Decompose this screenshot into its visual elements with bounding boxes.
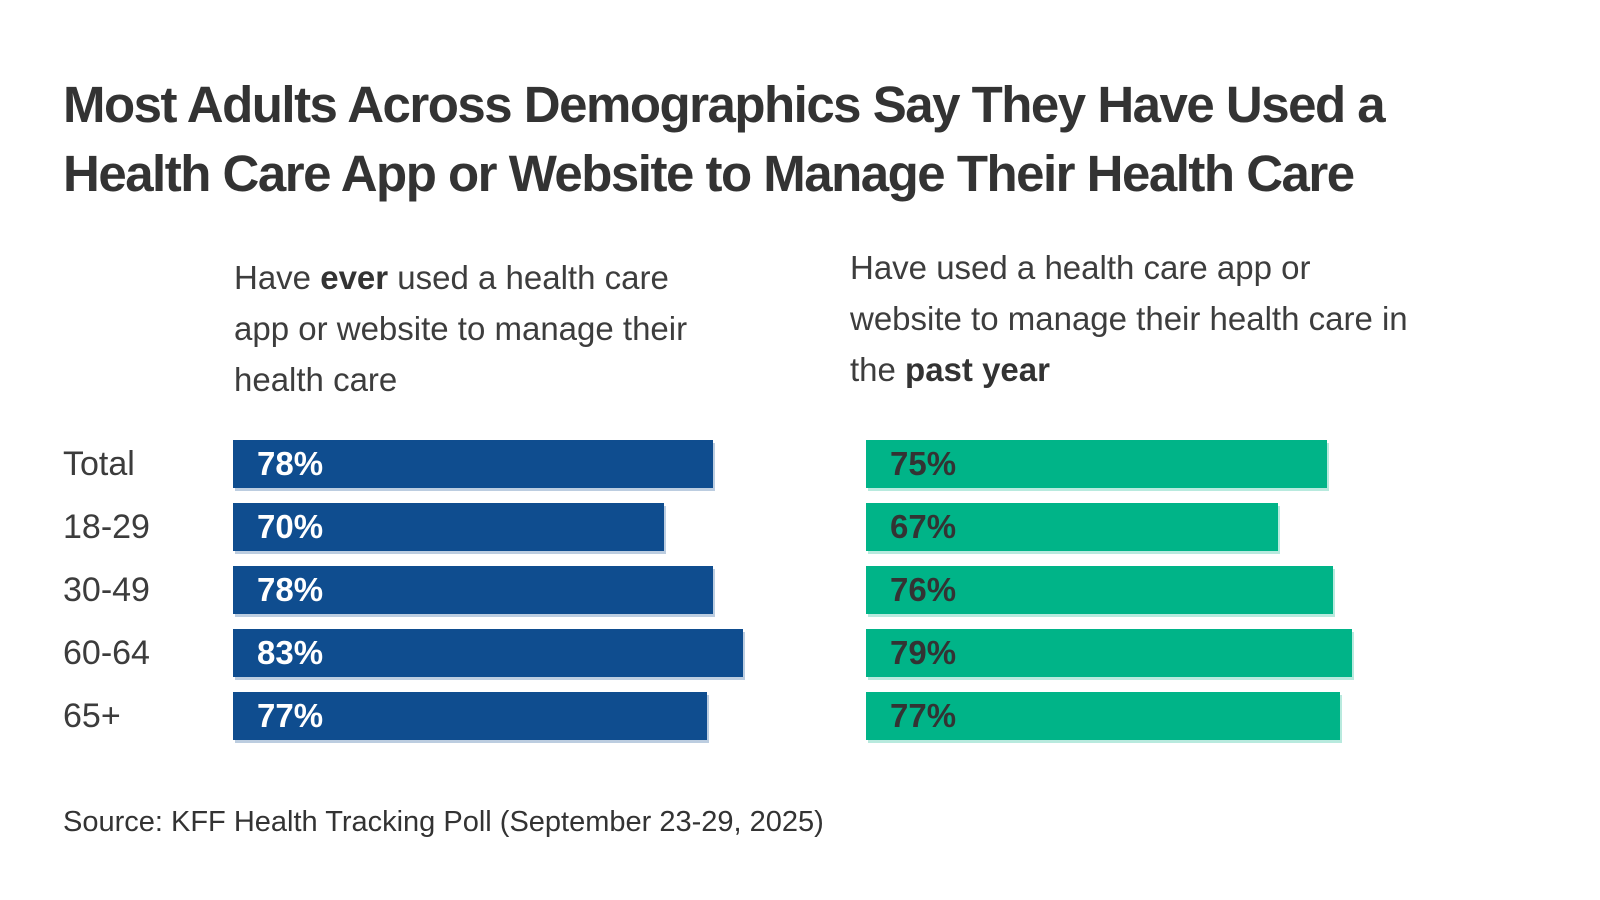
bar-value-label: 79% bbox=[890, 634, 957, 671]
bar-value-label: 75% bbox=[890, 445, 957, 482]
row-label: 65+ bbox=[63, 696, 121, 735]
column-header-past-year-bold: past year bbox=[905, 351, 1050, 388]
bar-value-label: 77% bbox=[257, 697, 324, 734]
column-header-ever-post: used a health care app or website to man… bbox=[234, 259, 688, 398]
column-header-ever: Have ever used a health care app or webs… bbox=[234, 252, 704, 405]
past-year-bar: 76% bbox=[866, 566, 1333, 614]
column-header-past-year: Have used a health care app or website t… bbox=[850, 242, 1410, 395]
page-title-line-2: Health Care App or Website to Manage The… bbox=[63, 145, 1355, 202]
chart-rows: Total 78% 75% 18-29 70% 67% 30-49 78% 76… bbox=[0, 440, 1600, 755]
bar-value-label: 76% bbox=[890, 571, 957, 608]
past-year-bar: 75% bbox=[866, 440, 1327, 488]
ever-bar: 78% bbox=[233, 440, 713, 488]
row-label: Total bbox=[63, 444, 135, 483]
ever-bar: 70% bbox=[233, 503, 664, 551]
chart-row: 30-49 78% 76% bbox=[0, 566, 1600, 614]
bar-value-label: 70% bbox=[257, 508, 324, 545]
bar-value-label: 67% bbox=[890, 508, 957, 545]
row-label: 30-49 bbox=[63, 570, 150, 609]
bar-value-label: 78% bbox=[257, 445, 324, 482]
chart-row: 60-64 83% 79% bbox=[0, 629, 1600, 677]
ever-bar: 83% bbox=[233, 629, 743, 677]
bar-value-label: 83% bbox=[257, 634, 324, 671]
bar-value-label: 77% bbox=[890, 697, 957, 734]
column-header-past-year-pre: Have used a health care app or website t… bbox=[850, 249, 1408, 388]
past-year-bar: 79% bbox=[866, 629, 1352, 677]
past-year-bar: 77% bbox=[866, 692, 1340, 740]
column-header-ever-pre: Have bbox=[234, 259, 321, 296]
chart-row: 18-29 70% 67% bbox=[0, 503, 1600, 551]
bar-value-label: 78% bbox=[257, 571, 324, 608]
chart-row: 65+ 77% 77% bbox=[0, 692, 1600, 740]
chart-row: Total 78% 75% bbox=[0, 440, 1600, 488]
page-title: Most Adults Across Demographics Say They… bbox=[63, 70, 1573, 208]
past-year-bar: 67% bbox=[866, 503, 1278, 551]
source-note: Source: KFF Health Tracking Poll (Septem… bbox=[63, 806, 824, 838]
row-label: 60-64 bbox=[63, 633, 150, 672]
row-label: 18-29 bbox=[63, 507, 150, 546]
ever-bar: 78% bbox=[233, 566, 713, 614]
page-title-line-1: Most Adults Across Demographics Say They… bbox=[63, 76, 1386, 133]
column-header-ever-bold: ever bbox=[320, 259, 389, 296]
ever-bar: 77% bbox=[233, 692, 707, 740]
